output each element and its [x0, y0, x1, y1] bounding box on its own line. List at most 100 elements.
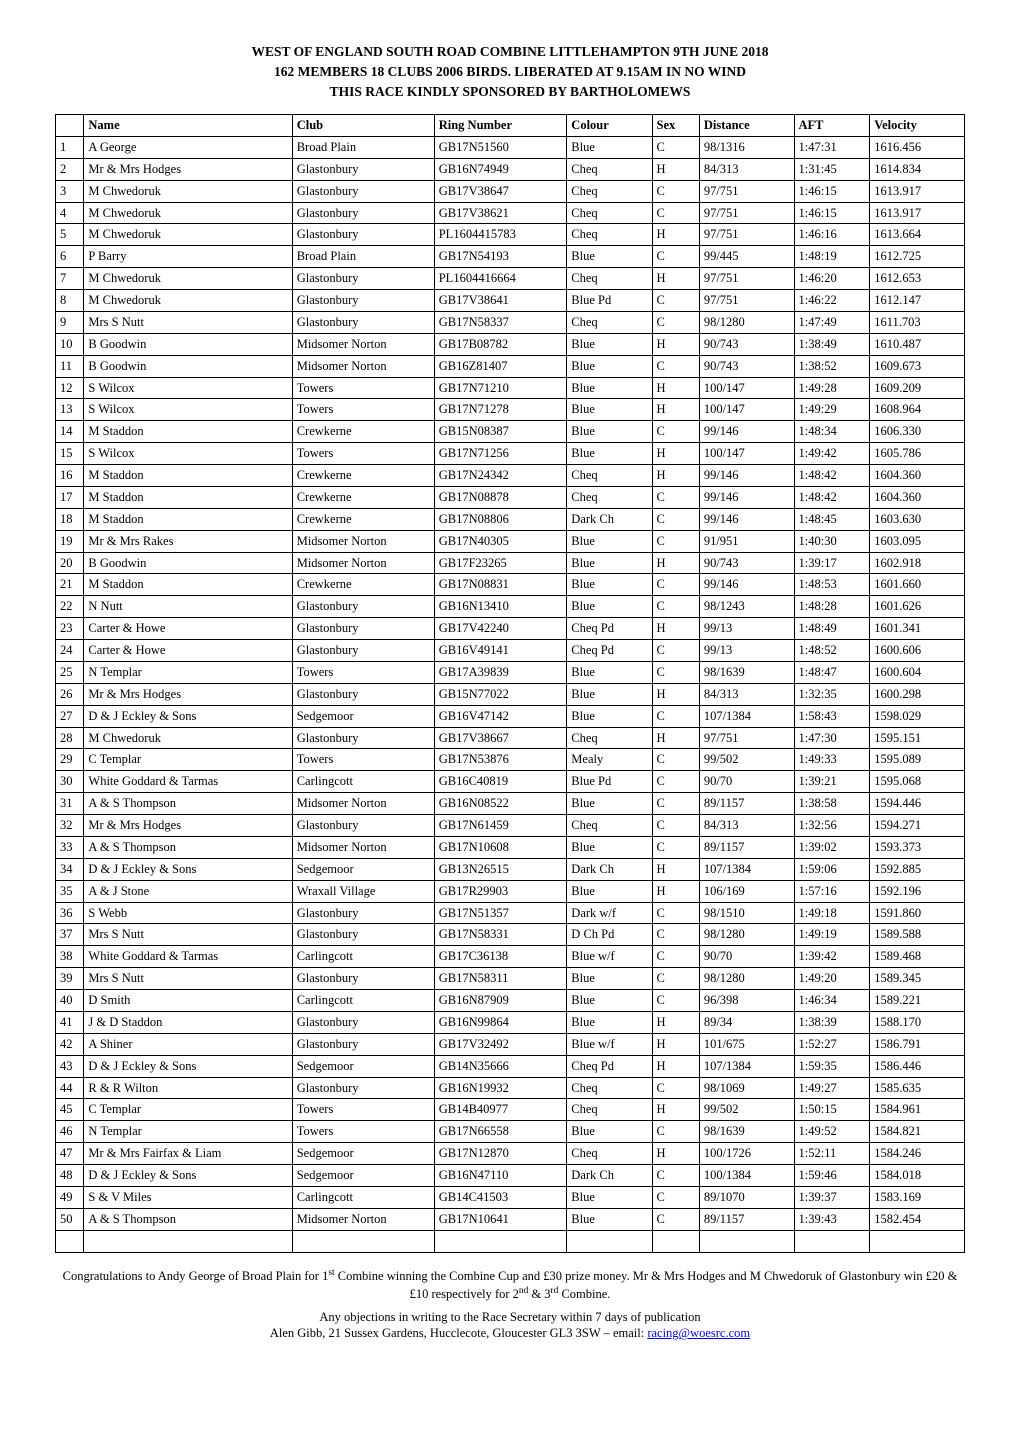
table-row: 49S & V MilesCarlingcottGB14C41503BlueC8…	[56, 1186, 965, 1208]
table-cell: A & S Thompson	[84, 836, 292, 858]
table-header-cell: Distance	[699, 115, 794, 137]
table-cell	[292, 1230, 434, 1252]
table-cell: C	[652, 574, 699, 596]
table-row: 48D & J Eckley & SonsSedgemoorGB16N47110…	[56, 1165, 965, 1187]
table-cell: 1595.089	[870, 749, 965, 771]
table-cell: Towers	[292, 377, 434, 399]
table-cell: 100/147	[699, 377, 794, 399]
table-cell: 1:47:31	[794, 136, 870, 158]
table-cell: GB17N10641	[434, 1208, 567, 1230]
table-cell: 10	[56, 333, 84, 355]
table-cell: Towers	[292, 1121, 434, 1143]
table-cell: 32	[56, 815, 84, 837]
table-cell: 98/1280	[699, 968, 794, 990]
table-cell: 100/1384	[699, 1165, 794, 1187]
table-cell: 1613.917	[870, 202, 965, 224]
table-cell: 35	[56, 880, 84, 902]
table-cell: C Templar	[84, 1099, 292, 1121]
table-cell: 107/1384	[699, 858, 794, 880]
table-row: 19Mr & Mrs RakesMidsomer NortonGB17N4030…	[56, 530, 965, 552]
table-cell: C	[652, 661, 699, 683]
table-cell: 1591.860	[870, 902, 965, 924]
table-cell: 1602.918	[870, 552, 965, 574]
table-cell: 98/1243	[699, 596, 794, 618]
table-cell: GB16Z81407	[434, 355, 567, 377]
table-cell: H	[652, 858, 699, 880]
table-cell: 1594.446	[870, 793, 965, 815]
table-cell: 1612.147	[870, 290, 965, 312]
table-cell: 84/313	[699, 683, 794, 705]
table-cell: 1:39:42	[794, 946, 870, 968]
table-cell: 98/1280	[699, 924, 794, 946]
table-cell: 1609.673	[870, 355, 965, 377]
table-cell: 1595.151	[870, 727, 965, 749]
table-cell: 1586.791	[870, 1033, 965, 1055]
table-cell: 1:38:49	[794, 333, 870, 355]
table-cell: 1583.169	[870, 1186, 965, 1208]
table-row: 16M StaddonCrewkerneGB17N24342CheqH99/14…	[56, 465, 965, 487]
table-cell: 17	[56, 486, 84, 508]
table-cell: Blue Pd	[567, 290, 652, 312]
table-cell: C	[652, 421, 699, 443]
table-cell: Blue	[567, 683, 652, 705]
table-cell: 1586.446	[870, 1055, 965, 1077]
table-cell: 1:46:20	[794, 268, 870, 290]
table-cell: Blue	[567, 880, 652, 902]
table-cell: 98/1280	[699, 311, 794, 333]
table-cell: Broad Plain	[292, 136, 434, 158]
table-cell: 1:48:42	[794, 486, 870, 508]
table-cell: Glastonbury	[292, 290, 434, 312]
table-row: 22N NuttGlastonburyGB16N13410BlueC98/124…	[56, 596, 965, 618]
table-cell: 27	[56, 705, 84, 727]
table-cell: Mrs S Nutt	[84, 968, 292, 990]
table-cell: A Shiner	[84, 1033, 292, 1055]
table-cell: 1	[56, 136, 84, 158]
table-cell: 1592.196	[870, 880, 965, 902]
table-cell: 100/147	[699, 443, 794, 465]
table-cell: GB16N19932	[434, 1077, 567, 1099]
table-cell: 1600.604	[870, 661, 965, 683]
table-cell: GB17F23265	[434, 552, 567, 574]
table-row: 39Mrs S NuttGlastonburyGB17N58311BlueC98…	[56, 968, 965, 990]
table-cell: GB17N71278	[434, 399, 567, 421]
table-cell: M Staddon	[84, 508, 292, 530]
table-cell: N Templar	[84, 661, 292, 683]
table-cell: GB17V38641	[434, 290, 567, 312]
header-sponsor: THIS RACE KINDLY SPONSORED BY BARTHOLOME…	[55, 84, 965, 100]
table-cell: 100/1726	[699, 1143, 794, 1165]
table-row: 41J & D StaddonGlastonburyGB16N99864Blue…	[56, 1011, 965, 1033]
table-cell: Carter & Howe	[84, 640, 292, 662]
table-cell: 98/1510	[699, 902, 794, 924]
table-cell: Cheq	[567, 1099, 652, 1121]
table-cell: 1:38:58	[794, 793, 870, 815]
table-cell: 1588.170	[870, 1011, 965, 1033]
table-cell: M Chwedoruk	[84, 224, 292, 246]
table-cell: Cheq	[567, 158, 652, 180]
email-link[interactable]: racing@woesrc.com	[647, 1326, 750, 1340]
table-header-cell: Sex	[652, 115, 699, 137]
table-cell: 1:32:35	[794, 683, 870, 705]
objection-text: Any objections in writing to the Race Se…	[55, 1309, 965, 1343]
table-cell: GB17N58331	[434, 924, 567, 946]
table-cell: D & J Eckley & Sons	[84, 858, 292, 880]
table-cell: 84/313	[699, 158, 794, 180]
table-cell: A & S Thompson	[84, 793, 292, 815]
table-cell: Blue	[567, 1121, 652, 1143]
table-cell: 1:48:34	[794, 421, 870, 443]
table-cell: GB14C41503	[434, 1186, 567, 1208]
table-cell: 21	[56, 574, 84, 596]
table-row: 45C TemplarTowersGB14B40977CheqH99/5021:…	[56, 1099, 965, 1121]
table-cell: 22	[56, 596, 84, 618]
table-row: 3M ChwedorukGlastonburyGB17V38647CheqC97…	[56, 180, 965, 202]
table-cell: Glastonbury	[292, 268, 434, 290]
table-cell: 1594.271	[870, 815, 965, 837]
table-cell: Cheq	[567, 465, 652, 487]
table-cell: Midsomer Norton	[292, 552, 434, 574]
table-cell: 1:48:28	[794, 596, 870, 618]
table-cell: Blue w/f	[567, 946, 652, 968]
table-cell: J & D Staddon	[84, 1011, 292, 1033]
table-cell	[434, 1230, 567, 1252]
table-cell: C	[652, 180, 699, 202]
table-cell: 1601.341	[870, 618, 965, 640]
table-cell: Cheq	[567, 486, 652, 508]
